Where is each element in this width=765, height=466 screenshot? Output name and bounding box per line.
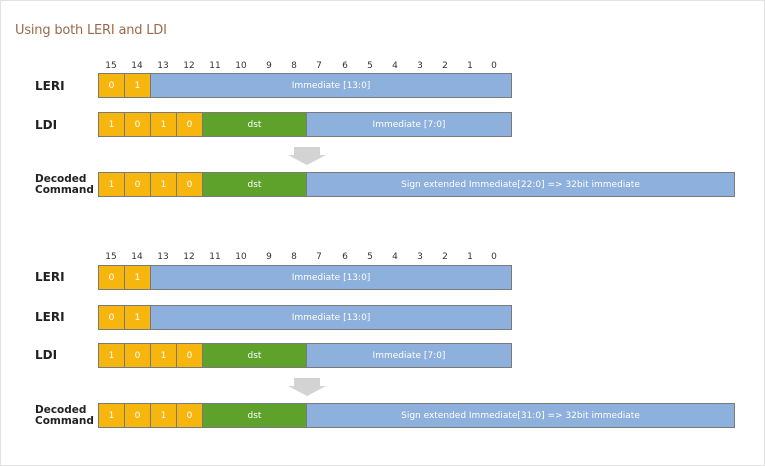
bit-number: 11 — [209, 252, 221, 262]
immediate-field: Immediate [7:0] — [306, 343, 512, 368]
opcode-bit: 1 — [150, 403, 177, 428]
decoded-label-line1: Decoded — [35, 173, 87, 185]
immediate-field: Immediate [13:0] — [150, 73, 512, 98]
decoded-command-row: 1 0 1 0 dst Sign extended Immediate[22:0… — [98, 172, 735, 197]
instruction-row-ldi: 1 0 1 0 dst Immediate [7:0] — [98, 112, 512, 137]
bit-number: 4 — [392, 252, 398, 262]
bit-number: 11 — [209, 61, 221, 71]
bit-number: 5 — [367, 252, 373, 262]
bit-number: 3 — [417, 61, 423, 71]
opcode-bit: 0 — [124, 112, 151, 137]
opcode-bit: 0 — [176, 172, 203, 197]
instruction-row-ldi: 1 0 1 0 dst Immediate [7:0] — [98, 343, 512, 368]
bit-number: 8 — [291, 61, 297, 71]
row-label-leri: LERI — [35, 79, 65, 93]
row-label-ldi: LDI — [35, 348, 58, 362]
decoded-command-row: 1 0 1 0 dst Sign extended Immediate[31:0… — [98, 403, 735, 428]
bit-number: 12 — [183, 252, 195, 262]
decoded-label-line1: Decoded — [35, 404, 87, 416]
row-label-leri: LERI — [35, 310, 65, 324]
bit-number: 9 — [266, 252, 272, 262]
opcode-bit: 1 — [98, 343, 125, 368]
bit-number: 10 — [235, 61, 247, 71]
opcode-bit: 0 — [124, 403, 151, 428]
bit-number: 6 — [342, 252, 348, 262]
bit-number: 13 — [157, 252, 169, 262]
opcode-bit: 1 — [98, 403, 125, 428]
bit-number: 4 — [392, 61, 398, 71]
instruction-row-leri: 0 1 Immediate [13:0] — [98, 265, 512, 290]
immediate-field: Immediate [13:0] — [150, 305, 512, 330]
decoded-label-line2: Command — [35, 415, 94, 427]
opcode-bit: 1 — [150, 112, 177, 137]
opcode-bit: 0 — [124, 172, 151, 197]
bit-number: 1 — [467, 252, 473, 262]
opcode-bit: 0 — [176, 343, 203, 368]
instruction-row-leri: 0 1 Immediate [13:0] — [98, 73, 512, 98]
opcode-bit: 0 — [176, 112, 203, 137]
opcode-bit: 1 — [124, 73, 151, 98]
diagram-title: Using both LERI and LDI — [15, 23, 167, 38]
opcode-bit: 1 — [124, 265, 151, 290]
bit-number: 10 — [235, 252, 247, 262]
bit-number: 2 — [442, 61, 448, 71]
bit-number: 14 — [131, 61, 143, 71]
bit-number: 0 — [491, 252, 497, 262]
bit-number: 13 — [157, 61, 169, 71]
immediate-field: Sign extended Immediate[31:0] => 32bit i… — [306, 403, 735, 428]
down-arrow-icon — [288, 378, 326, 396]
row-label-decoded-command: Decoded Command — [35, 405, 94, 427]
opcode-bit: 1 — [98, 172, 125, 197]
opcode-bit: 1 — [98, 112, 125, 137]
row-label-decoded-command: Decoded Command — [35, 174, 94, 196]
opcode-bit: 0 — [176, 403, 203, 428]
down-arrow-icon — [288, 147, 326, 165]
opcode-bit: 0 — [98, 73, 125, 98]
bit-number: 7 — [316, 252, 322, 262]
bit-number-header: 15 14 13 12 11 10 9 8 7 6 5 4 3 2 1 0 — [1, 61, 765, 73]
dst-field: dst — [202, 172, 307, 197]
decoded-label-line2: Command — [35, 184, 94, 196]
opcode-bit: 0 — [124, 343, 151, 368]
bit-number: 7 — [316, 61, 322, 71]
opcode-bit: 1 — [124, 305, 151, 330]
opcode-bit: 1 — [150, 343, 177, 368]
bit-number: 3 — [417, 252, 423, 262]
immediate-field: Sign extended Immediate[22:0] => 32bit i… — [306, 172, 735, 197]
bit-number: 1 — [467, 61, 473, 71]
bit-number: 6 — [342, 61, 348, 71]
dst-field: dst — [202, 112, 307, 137]
opcode-bit: 1 — [150, 172, 177, 197]
opcode-bit: 0 — [98, 265, 125, 290]
instruction-row-leri: 0 1 Immediate [13:0] — [98, 305, 512, 330]
row-label-leri: LERI — [35, 270, 65, 284]
bit-number: 8 — [291, 252, 297, 262]
bit-number: 15 — [105, 252, 117, 262]
bit-number: 14 — [131, 252, 143, 262]
row-label-ldi: LDI — [35, 118, 58, 132]
bit-number: 2 — [442, 252, 448, 262]
dst-field: dst — [202, 403, 307, 428]
bit-number: 0 — [491, 61, 497, 71]
immediate-field: Immediate [7:0] — [306, 112, 512, 137]
opcode-bit: 0 — [98, 305, 125, 330]
bit-number: 5 — [367, 61, 373, 71]
bit-number: 9 — [266, 61, 272, 71]
bit-number: 15 — [105, 61, 117, 71]
immediate-field: Immediate [13:0] — [150, 265, 512, 290]
dst-field: dst — [202, 343, 307, 368]
bit-number: 12 — [183, 61, 195, 71]
bit-number-header: 15 14 13 12 11 10 9 8 7 6 5 4 3 2 1 0 — [1, 252, 765, 264]
